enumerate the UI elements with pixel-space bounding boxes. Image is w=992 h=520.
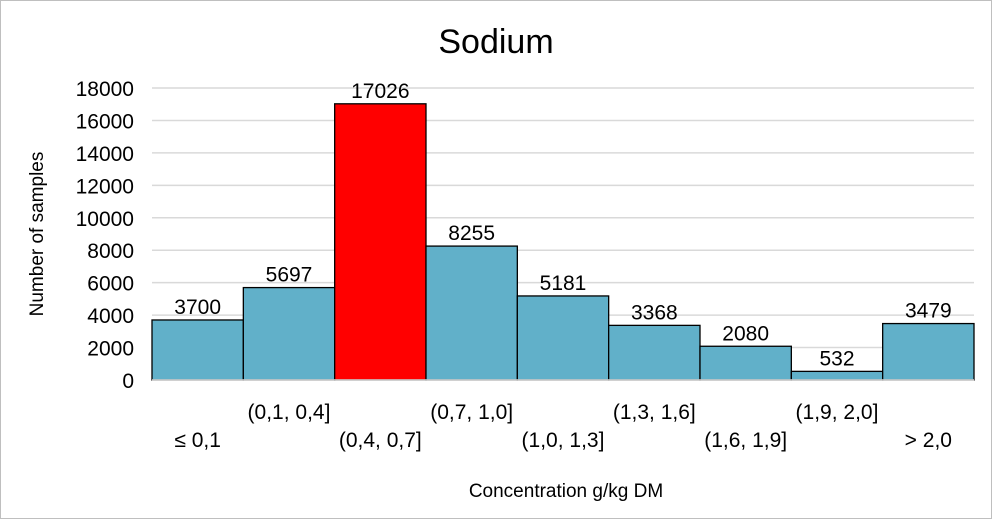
x-tick-label: (0,7, 1,0] — [430, 401, 513, 424]
x-axis-label: Concentration g/kg DM — [469, 481, 663, 502]
y-tick-label: 18000 — [76, 78, 134, 101]
y-axis-ticks: 0 2000 4000 6000 8000 10000 12000 14000 16000 180… — [76, 78, 134, 393]
x-axis-ticks: ≤ 0,1 (0,1, 0,4] (0,4, 0,7] (0,7, 1,0] (1,0,… — [174, 401, 952, 452]
data-label: 532 — [819, 347, 854, 370]
y-tick-label: 8000 — [87, 240, 134, 263]
bar — [882, 322, 975, 381]
bar — [790, 370, 884, 381]
y-tick-label: 16000 — [76, 110, 134, 133]
x-tick-label: (0,1, 0,4] — [248, 401, 331, 424]
y-tick-label: 12000 — [76, 175, 134, 198]
y-tick-label: 0 — [122, 370, 134, 393]
y-axis-label: Number of samples — [27, 152, 48, 317]
data-label: 3700 — [174, 296, 221, 319]
y-tick-label: 6000 — [87, 273, 134, 296]
data-labels: 3700 5697 17026 8255 5181 3368 2080 532 3479 — [174, 80, 951, 371]
bars — [151, 103, 975, 381]
x-tick-label: (1,3, 1,6] — [613, 401, 696, 424]
data-label: 2080 — [722, 322, 769, 345]
data-label: 5181 — [540, 272, 587, 295]
bar — [516, 295, 610, 381]
data-label: 3479 — [905, 300, 952, 323]
chart-title: Sodium — [438, 23, 553, 61]
y-tick-label: 2000 — [87, 338, 134, 361]
x-tick-label: (1,0, 1,3] — [522, 429, 605, 452]
bar — [334, 103, 427, 381]
bar — [242, 286, 336, 381]
bar — [425, 245, 518, 381]
x-tick-label: ≤ 0,1 — [174, 429, 221, 452]
y-tick-label: 4000 — [87, 305, 134, 328]
x-tick-label: (1,6, 1,9] — [704, 429, 787, 452]
data-label: 17026 — [351, 80, 409, 103]
x-tick-label: (0,4, 0,7] — [339, 429, 422, 452]
x-tick-label: > 2,0 — [905, 429, 952, 452]
bar — [608, 324, 701, 381]
data-label: 3368 — [631, 301, 678, 324]
x-tick-label: (1,9, 2,0] — [796, 401, 879, 424]
y-tick-label: 10000 — [76, 208, 134, 231]
y-tick-label: 14000 — [76, 143, 134, 166]
data-label: 8255 — [448, 222, 495, 245]
bar — [151, 319, 244, 381]
bar — [699, 345, 792, 381]
data-label: 5697 — [266, 264, 313, 287]
